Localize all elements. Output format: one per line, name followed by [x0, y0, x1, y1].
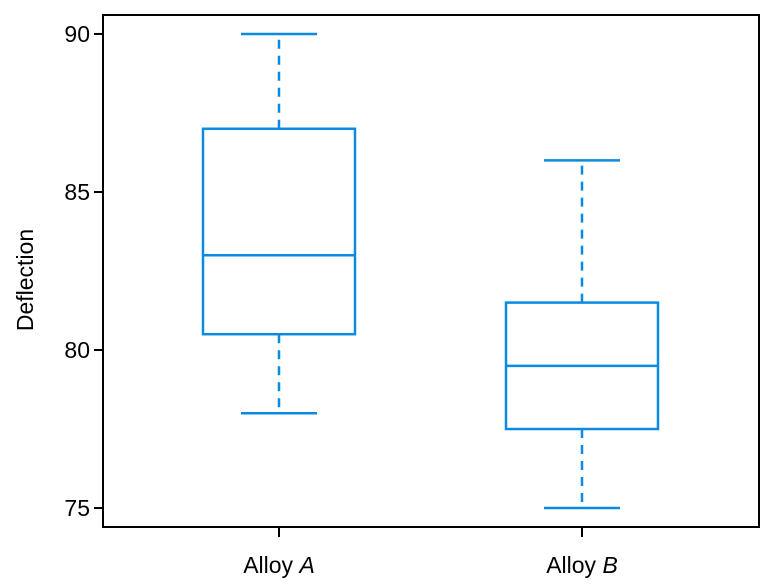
x-axis: Alloy A Alloy B: [243, 527, 618, 578]
y-tick-label: 80: [64, 337, 90, 363]
x-tick-label: Alloy B: [546, 552, 618, 578]
y-tick-label: 85: [64, 179, 90, 205]
box-series: [201, 32, 660, 510]
y-tick-label: 90: [64, 21, 90, 47]
plot-frame: [102, 14, 760, 528]
x-tick-label: Alloy A: [243, 552, 315, 578]
box-2: [504, 159, 660, 510]
box-1: [201, 32, 357, 415]
box-iqr: [201, 127, 357, 336]
y-tick-label: 75: [64, 495, 90, 521]
y-axis: 75 80 85 90: [64, 21, 103, 521]
y-axis-title: Deflection: [12, 229, 38, 331]
